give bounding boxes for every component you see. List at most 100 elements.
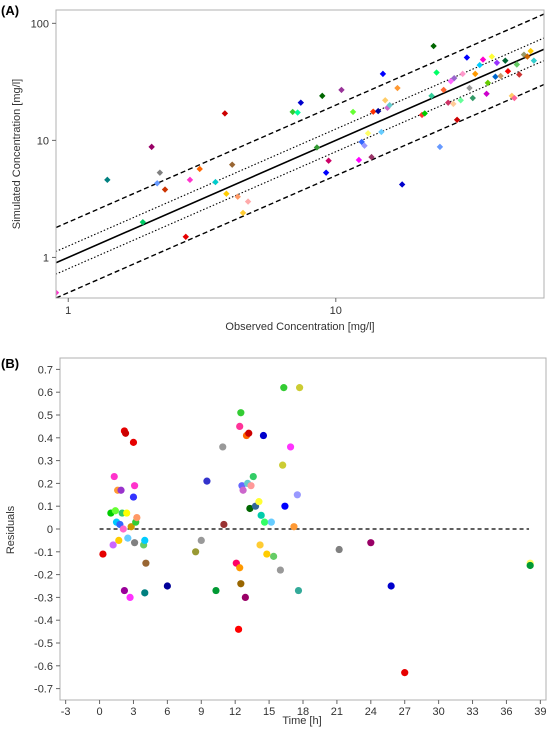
data-point xyxy=(120,586,129,595)
x-tick-label: 15 xyxy=(263,706,275,718)
x-tick-label: 39 xyxy=(534,706,546,718)
data-point xyxy=(281,502,289,510)
data-point xyxy=(338,86,345,94)
data-point xyxy=(502,57,509,64)
data-point xyxy=(156,169,164,176)
data-point xyxy=(472,70,479,78)
data-point xyxy=(358,138,365,146)
data-point xyxy=(450,74,458,82)
data-point xyxy=(370,108,377,115)
data-point xyxy=(527,47,534,55)
data-point xyxy=(259,431,268,440)
fold-line-1 xyxy=(56,37,544,253)
data-point xyxy=(121,429,130,437)
data-point xyxy=(239,209,247,217)
data-point xyxy=(386,101,393,109)
y-tick-label: 100 xyxy=(31,18,49,30)
data-point xyxy=(126,593,134,601)
data-point xyxy=(444,99,452,106)
data-point xyxy=(124,534,132,542)
data-point xyxy=(457,97,464,104)
data-point xyxy=(436,143,444,151)
data-point xyxy=(234,193,241,200)
y-tick-label: 10 xyxy=(37,135,49,147)
data-point xyxy=(161,186,169,193)
data-point xyxy=(111,507,119,515)
data-point xyxy=(479,56,487,63)
y-tick-label: 0.2 xyxy=(38,478,53,490)
y-tick-label: 0.3 xyxy=(38,456,53,468)
data-point xyxy=(139,218,147,226)
data-point xyxy=(56,289,60,296)
y-tick-label: 0 xyxy=(47,524,53,536)
data-point xyxy=(127,523,135,531)
fold-line-2 xyxy=(56,60,544,275)
data-point xyxy=(355,156,363,164)
y-tick-label: -0.7 xyxy=(34,684,53,696)
data-point xyxy=(130,539,139,547)
y-tick-label: 0.6 xyxy=(38,387,53,399)
data-point xyxy=(361,142,368,149)
data-point xyxy=(430,42,437,50)
x-tick-label: 36 xyxy=(500,706,512,718)
reference-lines xyxy=(56,13,544,298)
data-point xyxy=(129,493,138,501)
data-point xyxy=(504,67,512,75)
x-tick-label: 1 xyxy=(65,305,71,317)
data-point xyxy=(290,523,298,531)
data-point xyxy=(133,514,141,522)
data-point xyxy=(279,461,287,469)
data-point xyxy=(484,79,492,87)
x-axis-ticks: -3 0 3 6 9 12 15 18 21 24 27 30 33 36 39 xyxy=(61,700,546,718)
data-point xyxy=(212,178,219,186)
y-tick-label: 0.1 xyxy=(38,501,53,513)
y-tick-label: -0.6 xyxy=(34,661,53,673)
data-point xyxy=(237,580,245,588)
y-tick-label: 0.7 xyxy=(38,364,53,376)
y-tick-label: -0.1 xyxy=(34,547,53,559)
data-point xyxy=(192,548,200,556)
data-point xyxy=(401,669,409,677)
data-point xyxy=(123,509,131,517)
fold-line-3 xyxy=(56,13,544,229)
data-point xyxy=(280,384,288,392)
x-tick-label: 12 xyxy=(229,706,241,718)
y-tick-label: -0.4 xyxy=(34,615,53,627)
x-tick-label: 21 xyxy=(331,706,343,718)
fold-line-4 xyxy=(56,83,544,298)
data-point xyxy=(129,438,138,446)
data-point xyxy=(182,233,189,241)
chart-b: (B) -3 0 3 6 9 12 15 18 21 24 27 30 33 36 39 0.70.60.5… xyxy=(1,356,547,727)
y-axis-title-a: Simulated Concentration [mg/l] xyxy=(11,79,23,229)
data-point xyxy=(245,429,253,437)
data-point xyxy=(294,109,301,116)
data-point xyxy=(267,518,275,526)
y-axis-ticks: 0.7 0.6 0.5 0.4 0.3 0.2 0.1 0 -0.1 -0.2 -0.3 -0.4 -0… xyxy=(34,364,60,696)
data-point xyxy=(483,90,490,97)
data-point xyxy=(296,384,304,392)
data-point xyxy=(513,61,521,68)
data-point xyxy=(237,409,245,417)
data-point xyxy=(142,559,150,567)
data-point xyxy=(109,541,117,549)
y-axis-ticks: 1 10 100 xyxy=(31,18,56,264)
data-point xyxy=(433,69,440,76)
panel-label-b: (B) xyxy=(1,356,19,371)
scatter-points xyxy=(56,42,538,296)
x-tick-label: 33 xyxy=(466,706,478,718)
x-tick-label: -3 xyxy=(61,706,71,718)
data-point xyxy=(163,582,171,590)
data-point xyxy=(364,130,372,137)
data-point xyxy=(374,107,382,115)
data-point xyxy=(255,498,263,506)
plot-frame-a xyxy=(55,9,545,299)
data-point xyxy=(322,169,330,176)
y-tick-label: 0.5 xyxy=(38,410,53,422)
data-point xyxy=(367,539,375,547)
x-tick-label: 0 xyxy=(96,706,102,718)
data-point xyxy=(286,443,295,451)
data-point xyxy=(368,153,375,161)
data-point xyxy=(289,108,296,116)
x-axis-title-a: Observed Concentration [mg/l] xyxy=(225,321,374,333)
data-point xyxy=(119,525,127,533)
